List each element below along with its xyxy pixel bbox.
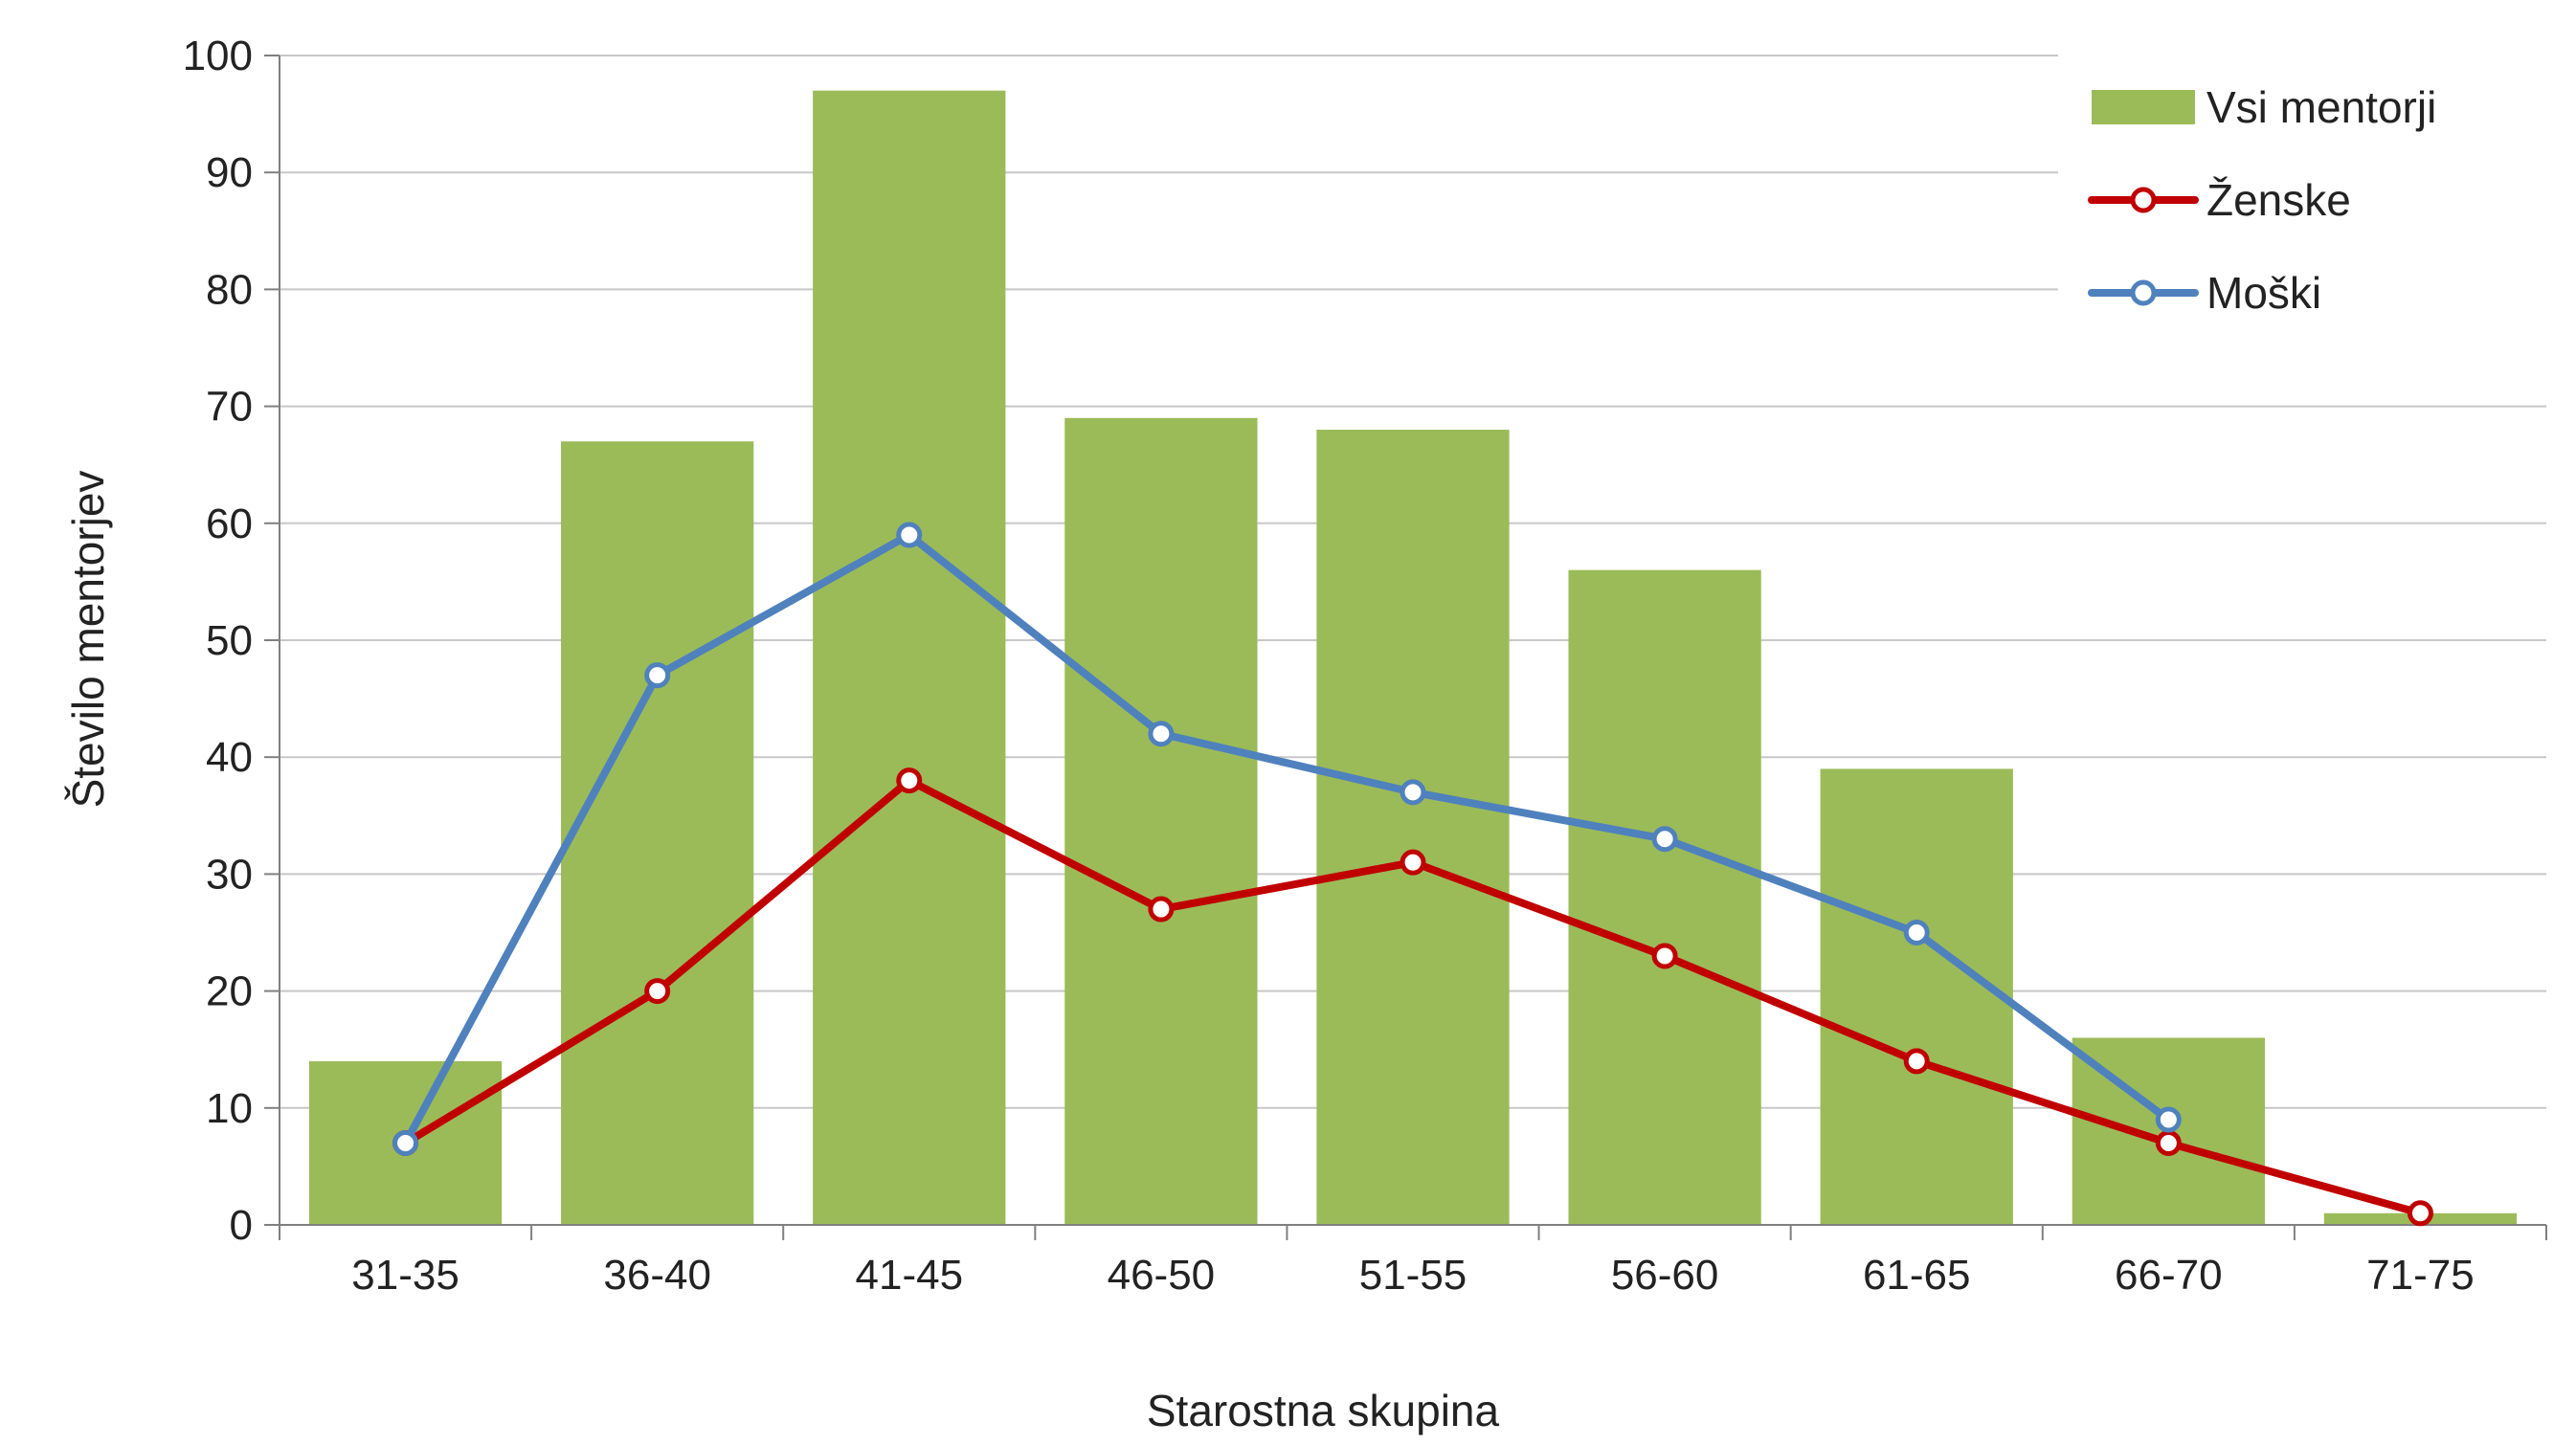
x-tick-label: 51-55 <box>1359 1252 1467 1299</box>
y-tick-label: 70 <box>206 384 253 431</box>
y-tick-label: 30 <box>206 851 253 898</box>
point--enske-66-70 <box>2155 1129 2182 1156</box>
point--enske-46-50 <box>1148 896 1175 923</box>
x-tick-label: 46-50 <box>1108 1252 1216 1299</box>
point-mo-ki-36-40 <box>644 662 671 689</box>
y-tick-label: 50 <box>206 617 253 664</box>
point--enske-61-65 <box>1903 1048 1930 1075</box>
legend-label: Moški <box>2206 268 2321 318</box>
bar-41-45 <box>813 90 1006 1225</box>
legend-label: Ženske <box>2206 175 2351 225</box>
x-tick-label: 36-40 <box>603 1252 711 1299</box>
x-tick-label: 66-70 <box>2115 1252 2223 1299</box>
point-mo-ki-31-35 <box>392 1129 419 1156</box>
y-tick-label: 10 <box>206 1085 253 1132</box>
point-mo-ki-56-60 <box>1651 826 1678 853</box>
y-axis-title: Število mentorjev <box>63 471 113 809</box>
point-mo-ki-46-50 <box>1148 721 1175 747</box>
bar-61-65 <box>1820 768 2013 1225</box>
y-tick-label: 90 <box>206 149 253 196</box>
x-tick-label: 41-45 <box>856 1252 964 1299</box>
point--enske-36-40 <box>644 978 671 1005</box>
y-tick-label: 20 <box>206 968 253 1015</box>
y-tick-label: 40 <box>206 734 253 781</box>
point-mo-ki-51-55 <box>1400 779 1426 806</box>
bar-46-50 <box>1064 417 1258 1225</box>
legend-swatch-marker <box>2130 187 2157 213</box>
legend-swatch-bar <box>2092 90 2195 124</box>
line-series-mo-ki <box>401 531 2173 1147</box>
point--enske-51-55 <box>1400 849 1426 876</box>
legend-label: Vsi mentorji <box>2206 82 2436 132</box>
point-mo-ki-41-45 <box>896 522 923 548</box>
y-tick-label: 100 <box>183 33 253 79</box>
point--enske-41-45 <box>896 767 923 794</box>
bar-51-55 <box>1316 430 1510 1225</box>
x-tick-label: 71-75 <box>2366 1252 2475 1299</box>
y-tick-label: 0 <box>230 1202 253 1249</box>
x-tick-label: 31-35 <box>351 1252 459 1299</box>
bar-56-60 <box>1568 569 1761 1225</box>
axes: 0 10 20 30 40 50 60 70 80 90 100 31-35 36-40 41-45 46-… <box>183 33 2547 1299</box>
y-tick-label: 60 <box>206 500 253 547</box>
legend-swatch-marker <box>2130 279 2157 306</box>
point-mo-ki-61-65 <box>1903 920 1930 945</box>
point--enske-71-75 <box>2407 1200 2433 1227</box>
lines <box>392 522 2433 1227</box>
point--enske-56-60 <box>1651 943 1678 969</box>
bars <box>308 90 2518 1225</box>
x-tick-label: 61-65 <box>1863 1252 1971 1299</box>
bar-36-40 <box>561 441 754 1225</box>
x-tick-label: 56-60 <box>1611 1252 1719 1299</box>
x-axis-title: Starostna skupina <box>1147 1386 1500 1435</box>
y-tick-label: 80 <box>206 266 253 313</box>
legend: Vsi mentorji Ženske Moški <box>2058 48 2548 335</box>
point-mo-ki-66-70 <box>2155 1106 2182 1133</box>
